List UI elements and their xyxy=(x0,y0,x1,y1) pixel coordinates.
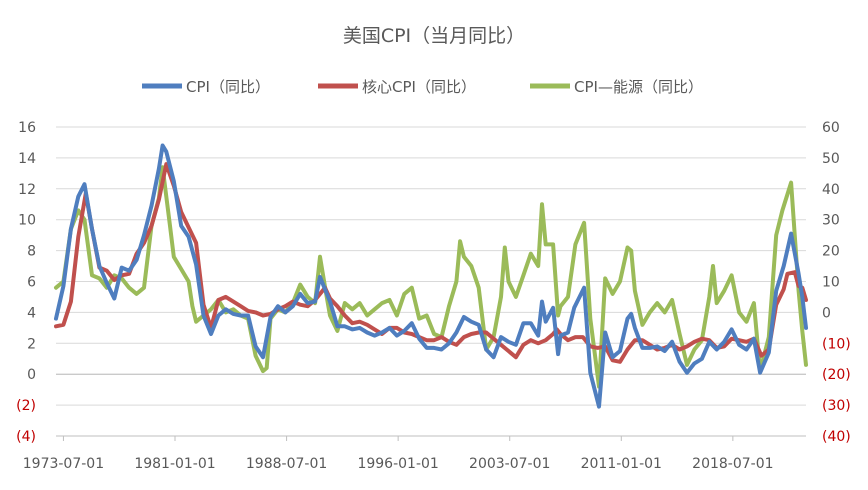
y-left-tick-label: 0 xyxy=(27,367,36,383)
y-right-tick-label: 40 xyxy=(822,182,840,198)
y-right-tick-label: 20 xyxy=(822,244,840,260)
y-right-tick-label: (10) xyxy=(822,336,851,352)
axes xyxy=(56,373,806,441)
y-right-tick-label: 60 xyxy=(822,120,840,136)
tick-labels: (4) (2) 0 2 4 6 8 10 12 14 16 (40) (30) (20) (10) 0 10 20… xyxy=(16,120,851,472)
y-right-tick-label: 0 xyxy=(822,305,831,321)
y-left-tick-label: 16 xyxy=(18,120,36,136)
y-left-tick-label: 10 xyxy=(18,213,36,229)
y-right-tick-label: 10 xyxy=(822,275,840,291)
series-line-cpi xyxy=(54,143,808,409)
x-tick-label: 1996-01-01 xyxy=(357,456,438,472)
legend-label: CPI—能源（同比） xyxy=(574,78,703,96)
y-left-tick-label: 14 xyxy=(18,151,36,167)
x-tick-label: 1981-01-01 xyxy=(134,456,215,472)
x-tick-label: 2011-01-01 xyxy=(581,456,662,472)
y-left-tick-label: 6 xyxy=(27,275,36,291)
series-line-core xyxy=(54,162,808,364)
legend: CPI（同比） 核心CPI（同比） CPI—能源（同比） xyxy=(142,78,703,96)
x-tick-label: 1988-07-01 xyxy=(246,456,327,472)
x-tick-label: 1973-07-01 xyxy=(23,456,104,472)
y-left-tick-label: (4) xyxy=(16,429,36,445)
y-left-tick-label: 8 xyxy=(27,244,36,260)
y-left-tick-label: 12 xyxy=(18,182,36,198)
series-line-energy xyxy=(54,165,808,389)
series-layer xyxy=(54,143,808,409)
y-left-tick-label: (2) xyxy=(16,398,36,414)
y-left-tick-label: 2 xyxy=(27,336,36,352)
x-tick-label: 2018-07-01 xyxy=(692,456,773,472)
legend-label: CPI（同比） xyxy=(186,78,270,96)
y-right-tick-label: 30 xyxy=(822,213,840,229)
chart-title: 美国CPI（当月同比） xyxy=(343,25,525,47)
y-right-tick-label: 50 xyxy=(822,151,840,167)
legend-label: 核心CPI（同比） xyxy=(362,78,476,96)
y-right-tick-label: (30) xyxy=(822,398,851,414)
y-right-tick-label: (20) xyxy=(822,367,851,383)
y-left-tick-label: 4 xyxy=(27,305,36,321)
y-right-tick-label: (40) xyxy=(822,429,851,445)
x-tick-label: 2003-07-01 xyxy=(469,456,550,472)
